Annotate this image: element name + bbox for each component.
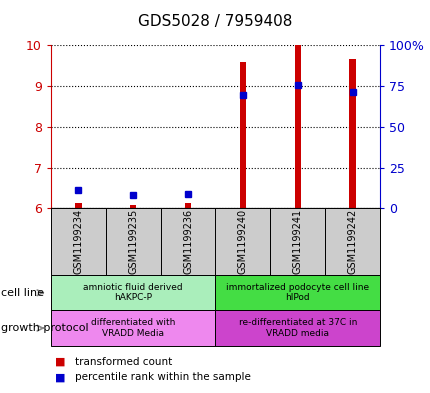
Text: percentile rank within the sample: percentile rank within the sample xyxy=(74,372,250,382)
Text: GSM1199240: GSM1199240 xyxy=(237,209,247,274)
Bar xyxy=(184,204,191,208)
Text: GSM1199234: GSM1199234 xyxy=(73,209,83,274)
Bar xyxy=(294,45,301,208)
Text: ■: ■ xyxy=(55,372,65,382)
Text: immortalized podocyte cell line
hIPod: immortalized podocyte cell line hIPod xyxy=(226,283,369,303)
Bar xyxy=(349,59,355,208)
Text: GSM1199241: GSM1199241 xyxy=(292,209,302,274)
Text: GDS5028 / 7959408: GDS5028 / 7959408 xyxy=(138,14,292,29)
Text: re-differentiated at 37C in
VRADD media: re-differentiated at 37C in VRADD media xyxy=(238,318,356,338)
Text: ■: ■ xyxy=(55,356,65,367)
Text: amniotic fluid derived
hAKPC-P: amniotic fluid derived hAKPC-P xyxy=(83,283,183,303)
Text: cell line: cell line xyxy=(1,288,44,298)
Text: GSM1199242: GSM1199242 xyxy=(347,209,357,274)
Text: growth protocol: growth protocol xyxy=(1,323,88,333)
Text: differentiated with
VRADD Media: differentiated with VRADD Media xyxy=(91,318,175,338)
Text: GSM1199235: GSM1199235 xyxy=(128,209,138,274)
Bar xyxy=(239,61,246,208)
Bar xyxy=(129,206,136,208)
Text: transformed count: transformed count xyxy=(74,356,172,367)
Text: GSM1199236: GSM1199236 xyxy=(183,209,193,274)
Bar xyxy=(75,204,81,208)
